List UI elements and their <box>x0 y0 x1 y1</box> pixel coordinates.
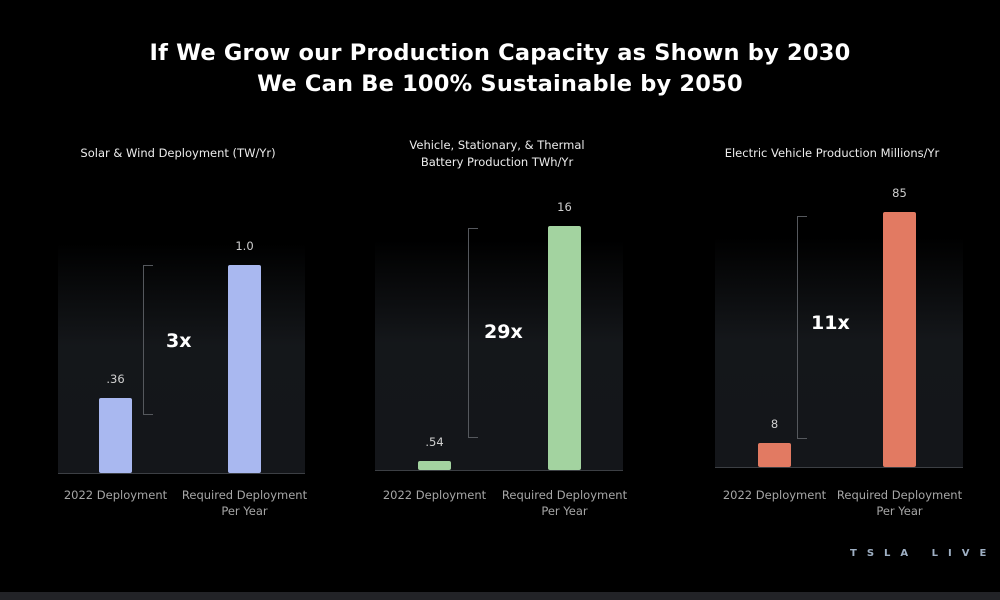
category-label-line: Per Year <box>221 504 268 518</box>
slide-title-line-2: We Can Be 100% Sustainable by 2050 <box>257 71 743 97</box>
chart-title-line: Vehicle, Stationary, & Thermal <box>409 138 585 152</box>
category-label: 2022 Deployment <box>360 487 510 503</box>
bar-required-deployment <box>548 226 581 470</box>
chart-baseline <box>375 470 623 471</box>
bar-value-label: 85 <box>892 186 907 200</box>
chart-title: Vehicle, Stationary, & Thermal Battery Pr… <box>337 137 657 171</box>
chart-title: Electric Vehicle Production Millions/Yr <box>672 145 992 162</box>
chart-title-line: Solar & Wind Deployment (TW/Yr) <box>80 146 276 160</box>
bar-2022-deployment <box>758 443 791 467</box>
bar-value-label: .54 <box>425 435 444 449</box>
chart-title-line: Battery Production TWh/Yr <box>420 155 574 169</box>
category-label: Required Deployment Per Year <box>170 487 320 519</box>
growth-multiplier: 29x <box>484 321 523 343</box>
growth-bracket <box>143 265 153 415</box>
category-label-line: 2022 Deployment <box>722 488 827 502</box>
bar-value-label: 16 <box>557 200 572 214</box>
category-label-line: 2022 Deployment <box>382 488 487 502</box>
slide-title-line-1: If We Grow our Production Capacity as Sh… <box>149 40 851 66</box>
chart-baseline <box>715 467 963 468</box>
category-label: Required Deployment Per Year <box>825 487 975 519</box>
bar-value-label: .36 <box>106 372 125 387</box>
bar-value-label: 8 <box>770 417 779 431</box>
growth-multiplier: 3x <box>166 330 192 352</box>
tesla-live-logo: TSLA LIVE <box>850 548 997 559</box>
category-label: Required Deployment Per Year <box>490 487 640 519</box>
slide-title: If We Grow our Production Capacity as Sh… <box>0 38 1000 100</box>
bar-required-deployment <box>883 212 916 467</box>
category-label: 2022 Deployment <box>700 487 850 503</box>
category-label-line: Required Deployment <box>181 488 308 502</box>
growth-bracket <box>797 216 807 439</box>
chart-title: Solar & Wind Deployment (TW/Yr) <box>18 145 338 162</box>
category-label-line: 2022 Deployment <box>63 488 168 502</box>
category-label-line: Required Deployment <box>501 488 628 502</box>
chart-baseline <box>58 473 305 474</box>
bar-2022-deployment <box>99 398 132 473</box>
bar-value-label: 1.0 <box>235 239 254 253</box>
category-label-line: Required Deployment <box>836 488 963 502</box>
chart-title-line: Electric Vehicle Production Millions/Yr <box>724 146 940 160</box>
growth-bracket <box>468 228 478 438</box>
chart-panel-background <box>715 237 963 467</box>
bottom-bar <box>0 592 1000 600</box>
bar-2022-deployment <box>418 461 451 470</box>
growth-multiplier: 11x <box>811 312 850 334</box>
chart-panel-background <box>375 240 623 470</box>
category-label-line: Per Year <box>541 504 588 518</box>
category-label-line: Per Year <box>876 504 923 518</box>
category-label: 2022 Deployment <box>41 487 191 503</box>
bar-required-deployment <box>228 265 261 473</box>
